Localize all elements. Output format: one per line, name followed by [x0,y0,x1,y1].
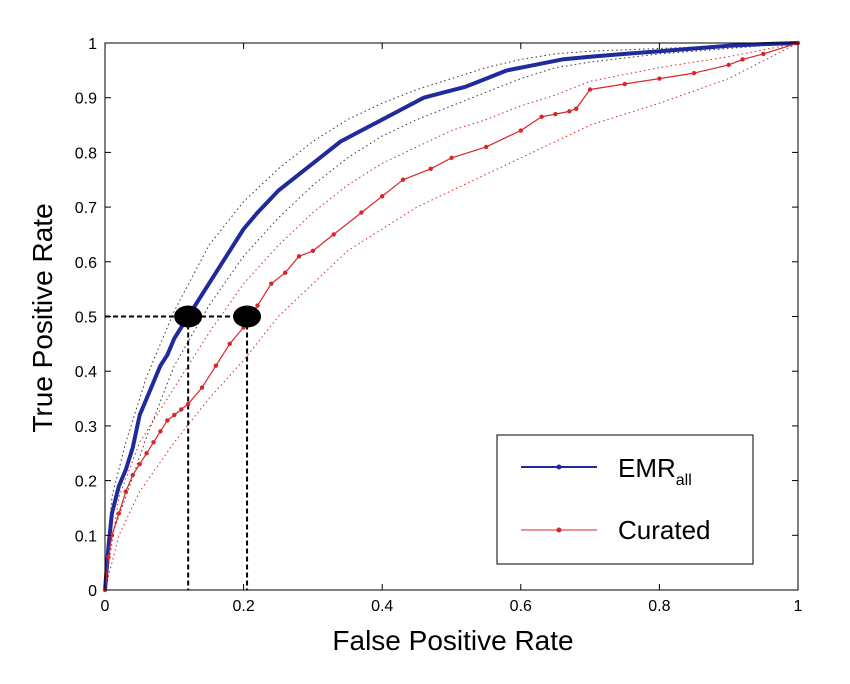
y-tick-label: 0.6 [75,255,97,272]
series-point-curated [483,144,489,150]
series-point-curated [255,303,260,308]
legend-label-emr: EMRall [618,453,692,489]
confidence-band-2-lower [104,42,799,591]
series-point-curated [691,70,697,76]
confidence-bands [104,42,799,591]
x-tick-label: 0.6 [510,598,532,615]
series-point-curated [137,461,142,467]
series-point-curated [567,109,572,114]
series-point-curated [539,114,544,120]
series-point-curated [761,51,766,57]
series-point-curated [331,232,336,237]
series-point-curated [227,341,232,347]
legend-swatch-emr-dot [556,464,562,470]
series-point-curated [726,62,731,68]
y-tick-label: 0.1 [75,528,97,545]
series-point-curated [574,106,579,111]
legend: EMRall Curated [496,434,754,565]
series-point-curated [116,511,122,516]
series-point-curated [269,281,274,286]
x-tick-label: 0.2 [232,598,254,615]
legend-box [496,434,754,565]
y-tick-label: 0.2 [75,474,97,491]
series-point-curated [310,248,316,254]
series-point-curated [518,128,523,133]
series-point-curated [158,429,163,434]
dashed-guides [105,315,249,590]
y-tick-label: 1 [88,36,97,53]
series-point-curated [151,440,156,445]
series-point-curated [106,554,111,560]
y-tick-label: 0.8 [75,145,97,162]
series-point-curated [296,254,302,259]
x-tick-label: 0 [101,598,110,615]
series-line-emr [103,41,799,591]
confidence-band-2-upper [104,42,799,591]
y-tick-label: 0 [88,583,97,600]
legend-swatch-curated-dot [556,527,562,533]
legend-label-emr-name: EMR [618,453,676,483]
series-point-curated [622,81,627,87]
confidence-band-1-lower [104,42,799,591]
series-point-curated [123,489,128,494]
series-point-curated [130,472,135,478]
y-tick-label: 0.9 [75,91,97,108]
series-point-curated [172,412,177,418]
series-point-curated [109,533,115,538]
legend-label-emr-subscript: all [676,472,692,489]
series-point-curated [185,401,191,407]
legend-label-curated: Curated [618,515,711,545]
x-tick-label: 1 [794,598,803,615]
series-point-curated [380,193,385,199]
series-point-curated [359,210,364,215]
series-point-curated [282,270,288,275]
y-axis-title: True Positive Rate [27,203,58,432]
series-point-curated [657,76,662,81]
y-tick-label: 0.3 [75,419,97,436]
series-point-curated [179,407,184,412]
series-point-curated [428,166,433,172]
x-tick-label: 0.4 [371,598,393,615]
operating-point-marker-2 [233,305,262,328]
series-point-curated [449,155,454,161]
x-axis-title: False Positive Rate [332,625,573,656]
series-point-curated [199,385,205,390]
series-point-curated [553,111,558,117]
y-tick-label: 0.4 [75,364,97,381]
series-point-curated [587,87,593,92]
y-axis-ticks: 0 0.1 0.2 0.3 0.4 0.5 0.6 0.7 0.8 0.9 1 [75,36,798,600]
series-point-curated [740,57,745,62]
series-point-curated [400,177,406,182]
series-lines [102,40,801,593]
x-axis-ticks: 0 0.2 0.4 0.6 0.8 1 [101,43,803,615]
confidence-band-1-upper [104,42,799,591]
series-point-curated [213,363,219,368]
x-tick-label: 0.8 [648,598,670,615]
series-point-curated [165,418,170,423]
series-point-curated [144,451,149,456]
operating-point-markers [174,305,262,328]
operating-point-marker-1 [174,305,203,328]
y-tick-label: 0.7 [75,200,97,217]
y-tick-label: 0.5 [75,310,97,327]
